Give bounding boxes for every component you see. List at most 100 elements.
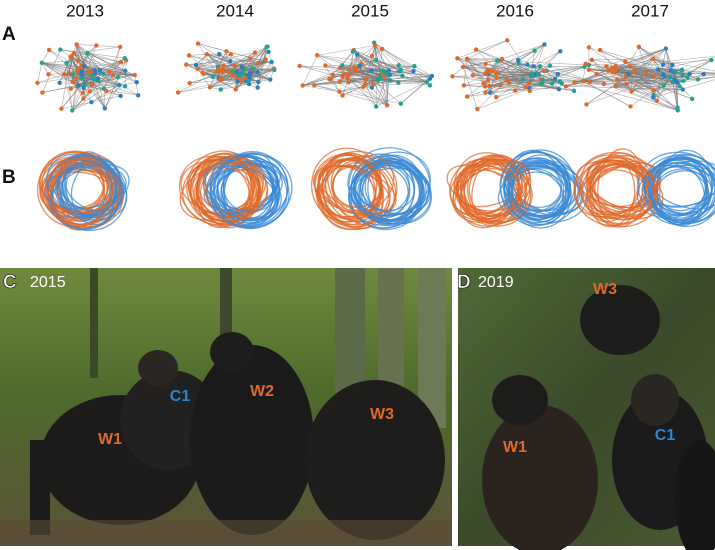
node: [80, 90, 86, 96]
node: [494, 71, 500, 76]
node: [239, 79, 244, 85]
node: [89, 82, 95, 88]
panel-label: B: [2, 167, 16, 188]
node: [337, 89, 342, 94]
node: [207, 85, 213, 90]
node: [556, 87, 562, 92]
node: [386, 68, 392, 73]
node: [495, 58, 500, 63]
trajectory: [50, 157, 114, 227]
node: [200, 70, 205, 75]
individual-label: W1: [98, 431, 122, 448]
node: [228, 58, 233, 64]
edge: [615, 72, 654, 91]
edge: [42, 49, 61, 93]
trajectory: [209, 154, 277, 228]
trajectory: [213, 154, 280, 222]
edge: [536, 73, 575, 92]
node: [597, 47, 603, 53]
node: [651, 95, 656, 100]
node: [483, 90, 488, 95]
trajectory: [646, 158, 715, 222]
node: [118, 93, 123, 99]
edge: [317, 45, 376, 56]
edge: [73, 46, 121, 54]
edge: [676, 59, 712, 82]
node: [246, 81, 252, 87]
node: [115, 75, 121, 80]
edge: [377, 80, 388, 106]
node: [494, 95, 499, 100]
edge: [629, 65, 675, 80]
trajectory: [58, 158, 108, 226]
edge: [206, 53, 229, 72]
edge: [496, 77, 541, 81]
edge: [220, 78, 249, 81]
node: [558, 49, 563, 54]
edge: [87, 52, 125, 59]
edge: [645, 48, 667, 74]
trajectory: [452, 156, 528, 221]
edge: [599, 49, 676, 73]
node: [555, 72, 561, 77]
node: [412, 63, 417, 69]
edge: [104, 85, 120, 109]
node: [218, 76, 223, 81]
node: [526, 81, 532, 86]
edge: [574, 82, 678, 111]
edge: [41, 62, 83, 75]
edge: [203, 58, 251, 74]
node: [628, 104, 633, 109]
edge: [357, 67, 401, 104]
node: [75, 58, 81, 64]
node: [398, 101, 403, 106]
node: [662, 73, 667, 79]
individual-label: C1: [170, 388, 191, 405]
node: [369, 85, 374, 90]
node: [654, 98, 659, 103]
edge: [697, 76, 715, 80]
node: [424, 79, 430, 84]
edge: [612, 72, 678, 108]
node: [615, 77, 620, 82]
node: [663, 46, 669, 51]
node: [76, 66, 82, 71]
node: [195, 41, 201, 46]
node: [217, 51, 222, 57]
edge: [112, 46, 121, 76]
node: [655, 67, 661, 72]
panel-label: C: [3, 272, 17, 293]
photo-d: [458, 268, 715, 550]
node: [613, 84, 619, 89]
node: [512, 88, 518, 93]
edge: [61, 56, 71, 109]
node: [672, 76, 677, 82]
node: [396, 63, 401, 68]
node: [701, 72, 706, 77]
node: [461, 83, 467, 88]
node: [487, 83, 492, 89]
node: [81, 85, 86, 91]
edge: [87, 52, 126, 72]
trajectory: [354, 162, 415, 211]
node: [92, 71, 98, 76]
node: [586, 45, 592, 50]
node: [613, 63, 619, 69]
node: [85, 50, 90, 56]
node: [527, 88, 532, 94]
edge: [72, 98, 84, 111]
edge: [497, 60, 589, 66]
node: [252, 50, 258, 55]
node: [505, 38, 510, 43]
node: [230, 73, 235, 78]
node: [660, 62, 666, 68]
edge: [134, 74, 139, 96]
node: [396, 80, 401, 85]
node: [117, 44, 123, 50]
edge: [653, 76, 671, 98]
edge: [188, 55, 222, 79]
edge: [73, 53, 114, 76]
trajectory: [350, 154, 424, 217]
node: [532, 48, 537, 53]
